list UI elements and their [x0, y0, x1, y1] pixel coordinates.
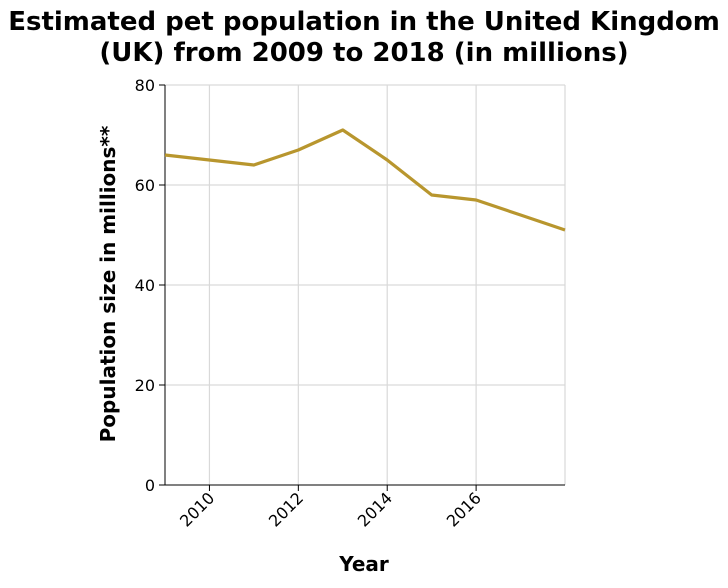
series-lines — [164, 128, 566, 232]
x-axis-label: Year — [338, 552, 389, 576]
y-tick-label: 0 — [145, 476, 155, 495]
y-tick-label: 60 — [135, 176, 155, 195]
y-tick-label: 80 — [135, 76, 155, 95]
chart-title-line-2: (UK) from 2009 to 2018 (in millions) — [99, 38, 628, 68]
x-tick-label: 2012 — [265, 488, 307, 530]
x-tick-label: 2016 — [443, 488, 485, 530]
y-tick-label: 20 — [135, 376, 155, 395]
y-tick-label: 40 — [135, 276, 155, 295]
y-axis-label: Population size in millions** — [96, 125, 120, 442]
series-line-0 — [164, 128, 566, 232]
chart-title-line-1: Estimated pet population in the United K… — [8, 7, 720, 37]
axes — [159, 84, 565, 491]
x-tick-label: 2014 — [354, 488, 396, 530]
x-tick-label: 2010 — [176, 488, 218, 530]
chart-title: Estimated pet population in the United K… — [8, 7, 720, 68]
